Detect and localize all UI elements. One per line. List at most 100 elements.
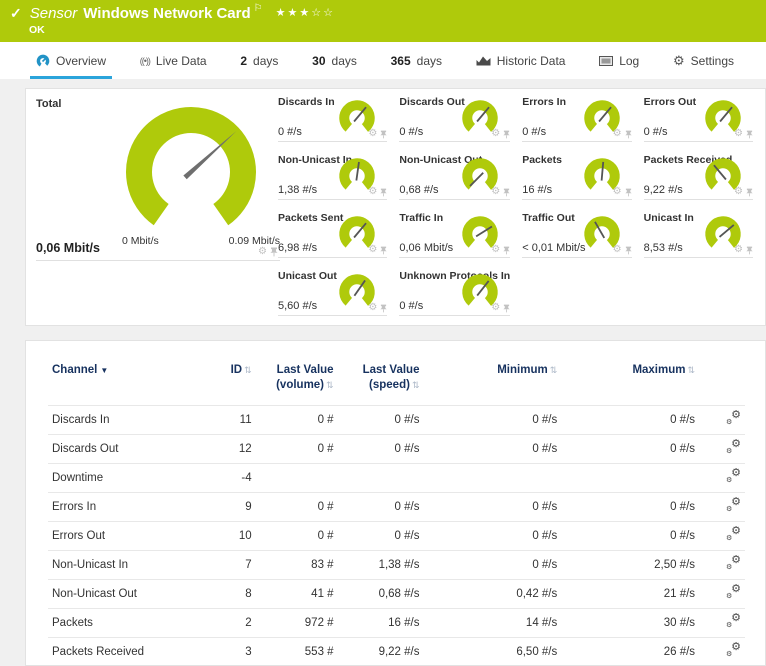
mini-gauge-cell: Unicast Out 5,60 #/s ⚙ [278, 268, 388, 326]
tab-log[interactable]: Log [593, 42, 645, 79]
mini-gauge [583, 100, 620, 136]
channel-table-panel: Channel ▼ ID ⇅ Last Value (volume) ⇅ Last V… [25, 340, 766, 666]
cell-maximum [561, 462, 700, 493]
mini-pin-icon[interactable] [624, 246, 632, 255]
mini-pin-icon[interactable] [380, 246, 388, 255]
cell-channel: Non-Unicast In [48, 549, 198, 580]
cell-maximum: 2,50 #/s [561, 549, 700, 580]
cell-channel: Errors Out [48, 520, 198, 551]
page-title: Windows Network Card [83, 5, 251, 22]
cell-id: 10 [197, 520, 256, 551]
column-header-id[interactable]: ID ⇅ [230, 364, 252, 376]
settings-gear-icon: ⚙ [672, 52, 685, 68]
mini-pin-icon[interactable] [503, 188, 510, 197]
channel-settings-icon[interactable]: ⚙ ⚙ [726, 640, 741, 658]
priority-stars[interactable]: ★★★☆☆ [275, 7, 335, 19]
mini-pin-icon[interactable] [624, 188, 632, 197]
mini-gear-icon[interactable]: ⚙ [734, 128, 743, 139]
tab-historic-data[interactable]: Historic Data [470, 42, 572, 79]
tab-live-data[interactable]: ((•)) Live Data [134, 42, 213, 79]
mini-gauge-cell: Non-Unicast Out 0,68 #/s ⚙ [399, 152, 511, 210]
mini-gear-icon[interactable]: ⚙ [734, 244, 743, 255]
mini-pin-icon[interactable] [380, 304, 388, 313]
cell-maximum: 30 #/s [561, 607, 700, 638]
mini-gauge [705, 100, 741, 136]
mini-gauge-value: 0 #/s [399, 126, 424, 138]
tab-30-days[interactable]: 30 days [306, 42, 363, 79]
mini-gauge-value: 1,38 #/s [278, 184, 318, 196]
column-header-last-value-volume[interactable]: Last Value (volume) ⇅ [276, 364, 334, 391]
mini-pin-icon[interactable] [380, 130, 388, 139]
flag-icon[interactable]: ⚐ [253, 3, 263, 14]
live-data-icon: ((•)) [139, 55, 151, 66]
mini-gear-icon[interactable]: ⚙ [612, 244, 622, 255]
tab-settings[interactable]: ⚙ Settings [667, 42, 740, 79]
mini-pin-icon[interactable] [624, 130, 632, 139]
mini-pin-icon[interactable] [746, 130, 753, 139]
tab-log-label: Log [619, 53, 640, 68]
cell-last-value-volume: 83 # [255, 549, 338, 580]
mini-pin-icon[interactable] [503, 246, 510, 255]
cell-last-value-volume [255, 462, 338, 493]
mini-pin-icon[interactable] [503, 130, 510, 139]
mini-pin-icon[interactable] [503, 304, 510, 313]
column-header-maximum[interactable]: Maximum ⇅ [632, 364, 696, 376]
gauges-panel: Total 0 Mbit/s 0.09 Mbit/s 0,06 Mbit/s ⚙… [25, 88, 766, 326]
mini-pin-icon[interactable] [746, 188, 753, 197]
cell-last-value-volume: 553 # [255, 636, 338, 665]
mini-gauge-title: Unicast In [643, 212, 694, 224]
total-pin-icon[interactable] [270, 247, 278, 257]
cell-last-value-speed: 16 #/s [337, 607, 424, 638]
cell-last-value-speed: 1,38 #/s [337, 549, 424, 580]
mini-gear-icon[interactable]: ⚙ [368, 302, 378, 313]
cell-id: -4 [197, 462, 256, 493]
channel-settings-icon[interactable]: ⚙ ⚙ [726, 524, 741, 542]
channel-settings-icon[interactable]: ⚙ ⚙ [726, 408, 741, 426]
tab-365-days[interactable]: 365 days [385, 42, 448, 79]
channel-settings-icon[interactable]: ⚙ ⚙ [726, 582, 741, 600]
mini-gear-icon[interactable]: ⚙ [612, 128, 622, 139]
mini-gauge-grid: Discards In 0 #/s ⚙ Discards Out 0 #/s [278, 94, 753, 326]
cell-last-value-speed: 0 #/s [337, 404, 424, 435]
mini-gauge-title: Packets Received [643, 154, 733, 166]
channel-settings-icon[interactable]: ⚙ ⚙ [726, 611, 741, 629]
table-row: Errors In 9 0 # 0 #/s 0 #/s 0 #/s ⚙ ⚙ [48, 491, 745, 522]
tab-2-days[interactable]: 2 days [234, 42, 284, 79]
channel-settings-icon[interactable]: ⚙ ⚙ [726, 495, 741, 513]
column-header-minimum[interactable]: Minimum ⇅ [497, 364, 558, 376]
mini-gear-icon[interactable]: ⚙ [368, 186, 378, 197]
mini-gauge-value: 16 #/s [522, 184, 553, 196]
cell-minimum: 0 #/s [423, 433, 562, 464]
mini-gear-icon[interactable]: ⚙ [734, 186, 743, 197]
mini-pin-icon[interactable] [746, 246, 753, 255]
mini-gauge-cell: Packets Received 9,22 #/s ⚙ [643, 152, 753, 210]
mini-gear-icon[interactable]: ⚙ [368, 244, 378, 255]
mini-gauge-value: 6,98 #/s [278, 242, 318, 254]
column-header-last-value-speed[interactable]: Last Value (speed) ⇅ [362, 364, 420, 391]
channel-settings-icon[interactable]: ⚙ ⚙ [726, 553, 741, 571]
mini-gauge [339, 216, 376, 252]
channel-settings-icon[interactable]: ⚙ ⚙ [726, 437, 741, 455]
table-row: Non-Unicast Out 8 41 # 0,68 #/s 0,42 #/s… [48, 578, 745, 609]
channel-settings-icon[interactable]: ⚙ ⚙ [726, 466, 741, 484]
mini-gear-icon[interactable]: ⚙ [491, 302, 501, 313]
cell-last-value-volume: 41 # [255, 578, 338, 609]
mini-pin-icon[interactable] [380, 188, 388, 197]
mini-gauge-cell: Errors In 0 #/s ⚙ [522, 94, 632, 152]
cell-minimum: 6,50 #/s [423, 636, 562, 665]
mini-gear-icon[interactable]: ⚙ [368, 128, 378, 139]
sort-icon: ⇅ [411, 379, 420, 390]
mini-gauge-title: Non-Unicast In [278, 154, 353, 166]
column-header-channel[interactable]: Channel ▼ [52, 364, 109, 376]
mini-gear-icon[interactable]: ⚙ [491, 244, 501, 255]
mini-gear-icon[interactable]: ⚙ [491, 186, 501, 197]
tab-overview[interactable]: Overview [30, 42, 113, 79]
tab-30-days-label: days [331, 53, 357, 68]
cell-maximum: 0 #/s [561, 520, 700, 551]
mini-gear-icon[interactable]: ⚙ [491, 128, 501, 139]
total-gauge-title: Total [36, 98, 62, 110]
cell-maximum: 0 #/s [561, 433, 700, 464]
mini-gear-icon[interactable]: ⚙ [612, 186, 622, 197]
object-kind-label: Sensor [29, 5, 78, 22]
total-gear-icon[interactable]: ⚙ [258, 246, 267, 257]
